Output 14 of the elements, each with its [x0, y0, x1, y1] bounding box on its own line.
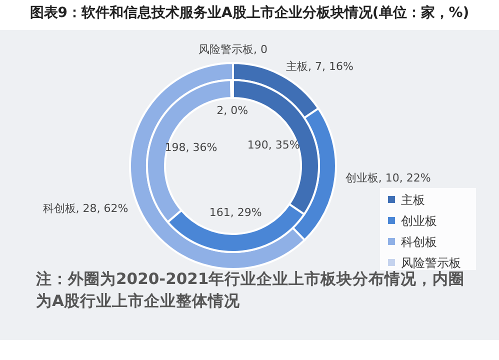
text: 风险警示板, 0	[198, 42, 268, 56]
legend-label: 科创板	[401, 235, 437, 250]
data-label: 198, 36%	[164, 141, 218, 154]
chart-title: 图表9：软件和信息技术服务业A股上市企业分板块情况(单位：家，%)	[28, 4, 470, 22]
data-label: 161, 29%	[209, 206, 262, 219]
text: 注：外圈为2020-2021年行业企业上市板块分布情况，内圈为A股行业上市企业整体情况	[36, 269, 466, 312]
legend-label: 风险警示板	[401, 256, 461, 270]
data-label: 创业板, 10, 22%	[345, 172, 431, 185]
data-label: 190, 35%	[247, 138, 300, 152]
data-label: 2, 0%	[216, 104, 248, 117]
legend-label: 创业板	[401, 214, 437, 228]
data-label: 科创板, 28, 62%	[42, 202, 128, 216]
data-label: 主板, 7, 16%	[286, 60, 354, 74]
legend-label: 主板	[401, 193, 425, 208]
